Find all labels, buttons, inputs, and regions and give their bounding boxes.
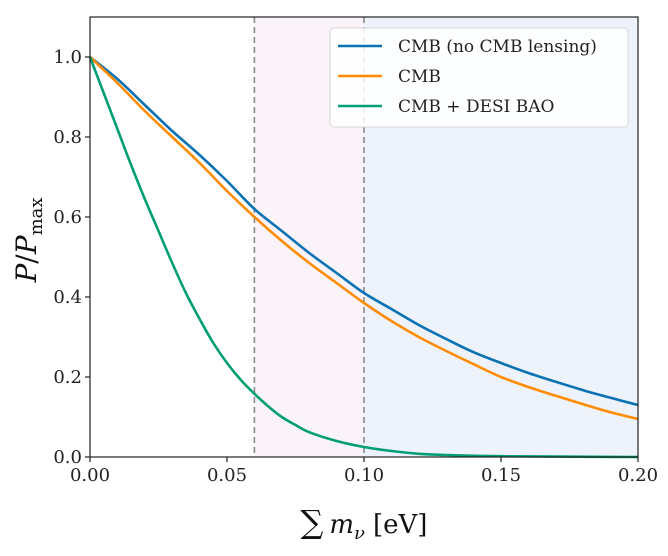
x-axis-label: ∑ mν [eV] [301,503,428,544]
series-line-0 [89,55,639,407]
y-tick-label-3: 0.6 [53,207,82,228]
x-tick-label-0: 0.00 [70,465,110,486]
svg-text:P/Pmax: P/Pmax [10,197,47,283]
x-tick-label-1: 0.05 [207,465,247,486]
y-axis-label-p: P [10,263,43,284]
y-axis-label: P/Pmax [10,197,47,283]
y-tick-label-2: 0.4 [53,287,82,308]
x-axis-label-sum: ∑ [301,503,324,541]
legend-label-1: CMB [398,67,441,87]
y-tick-label-0: 0.0 [53,447,82,468]
x-tick-label-2: 0.10 [344,465,384,486]
legend-box [329,27,629,128]
series-lines [88,55,639,459]
legend-label-2: CMB + DESI BAO [398,97,554,117]
y-tick-label-4: 0.8 [53,127,82,148]
x-axis-label-nu: ν [354,523,365,544]
y-axis-label-pmax: P [10,234,43,255]
legend-label-0: CMB (no CMB lensing) [398,37,597,57]
x-tick-label-4: 0.20 [618,465,658,486]
series-line-2 [88,56,639,459]
y-tick-label-5: 1.0 [53,47,82,68]
y-axis-ticks: 0.0 0.2 0.4 0.6 0.8 1.0 [53,47,90,468]
x-tick-label-3: 0.15 [481,465,521,486]
y-axis-label-max: max [26,197,47,235]
legend: CMB (no CMB lensing) CMB CMB + DESI BAO [329,27,629,128]
x-axis-label-unit: [eV] [373,510,427,540]
x-axis-label-m: m [329,510,354,540]
x-axis-ticks: 0.00 0.05 0.10 0.15 0.20 [70,457,658,486]
y-axis-label-slash: / [10,254,43,264]
y-tick-label-1: 0.2 [53,367,82,388]
series-line-1 [89,56,639,421]
svg-text:∑mν[eV]: ∑ mν [eV] [301,503,428,544]
